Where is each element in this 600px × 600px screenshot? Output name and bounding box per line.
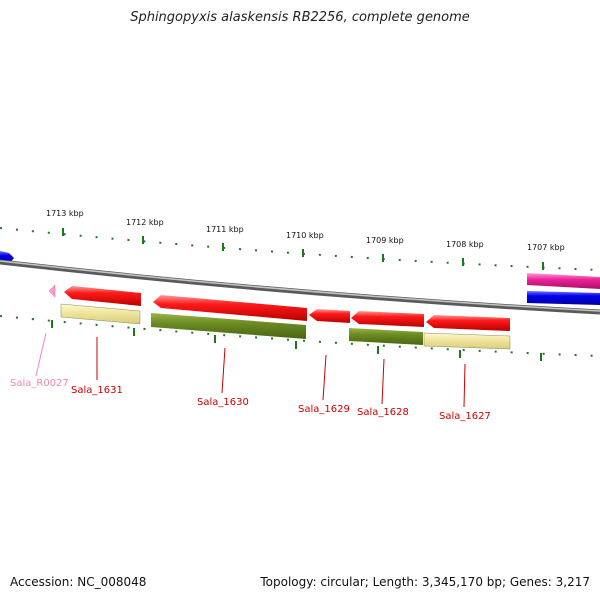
upper-scale-major-ticks xyxy=(62,228,544,270)
cds-arrow-sala-1630 xyxy=(153,295,307,321)
rna-feature-r0027 xyxy=(48,284,56,298)
map-title: Sphingopyxis alaskensis RB2256, complete… xyxy=(130,10,470,25)
cds-arrow-sala-1629 xyxy=(309,309,350,323)
gene-label-r0027: Sala_R0027 xyxy=(10,378,69,389)
cds-track xyxy=(64,286,510,331)
cds-arrow-sala-1627 xyxy=(426,315,510,331)
cds-arrow-sala-1628 xyxy=(351,311,424,327)
genome-summary-text: Topology: circular; Length: 3,345,170 bp… xyxy=(260,575,590,589)
scale-label-1708: 1708 kbp xyxy=(446,240,484,249)
scale-label-1711: 1711 kbp xyxy=(206,225,244,234)
gene-label-1628: Sala_1628 xyxy=(357,407,409,418)
cog-bar-sala-1627 xyxy=(423,332,511,350)
gene-label-1630: Sala_1630 xyxy=(197,397,249,408)
scale-label-1707: 1707 kbp xyxy=(527,243,565,252)
label-leaders xyxy=(35,332,466,408)
lower-scale xyxy=(0,315,600,361)
cog-track xyxy=(60,303,511,350)
cog-bar-sala-1628 xyxy=(349,328,423,345)
cog-bar-sala-1631 xyxy=(60,303,141,325)
gene-label-1631: Sala_1631 xyxy=(71,385,123,396)
scale-label-1713: 1713 kbp xyxy=(46,209,84,218)
cog-bar-sala-1630 xyxy=(151,313,306,339)
upper-scale: 1713 kbp 1712 kbp 1711 kbp 1710 kbp 1709… xyxy=(0,209,600,271)
genome-backbone xyxy=(0,259,600,315)
pink-feature-right xyxy=(527,273,600,289)
scale-label-1709: 1709 kbp xyxy=(366,236,404,245)
scale-label-1712: 1712 kbp xyxy=(126,218,164,227)
gene-label-1627: Sala_1627 xyxy=(439,411,491,422)
gene-label-1629: Sala_1629 xyxy=(298,404,350,415)
scale-label-1710: 1710 kbp xyxy=(286,231,324,240)
cds-arrow-sala-1631 xyxy=(64,286,141,306)
blue-feature-right xyxy=(527,291,600,305)
accession-text: Accession: NC_008048 xyxy=(10,575,147,589)
